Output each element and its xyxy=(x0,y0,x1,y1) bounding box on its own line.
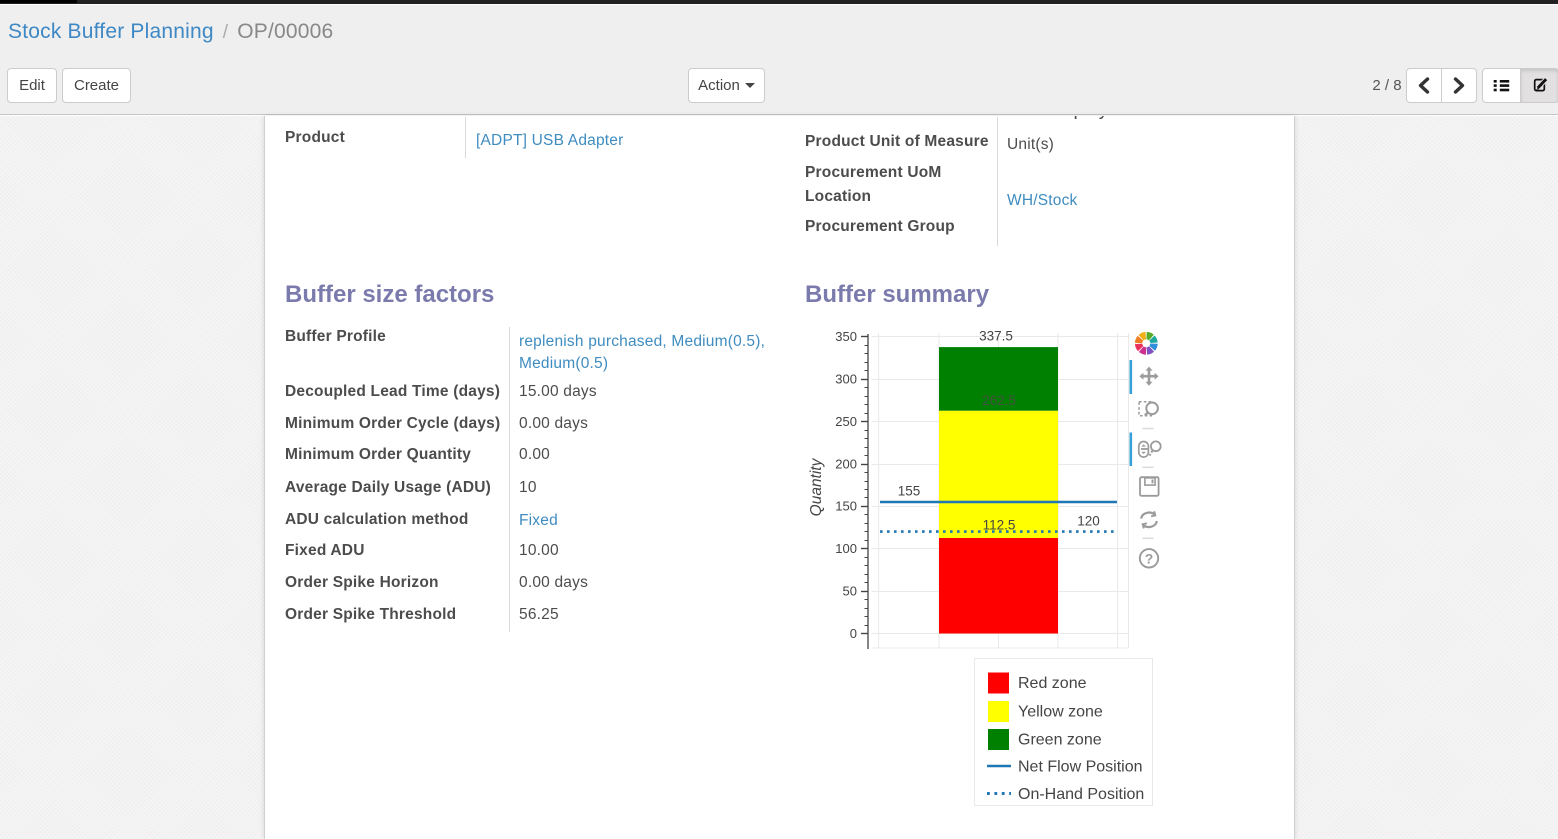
svg-text:250: 250 xyxy=(835,414,857,429)
svg-text:?: ? xyxy=(1145,550,1154,566)
svg-text:120: 120 xyxy=(1077,514,1100,529)
svg-text:150: 150 xyxy=(835,499,857,514)
svg-text:50: 50 xyxy=(843,584,857,599)
svg-text:337.5: 337.5 xyxy=(979,329,1013,344)
svg-text:300: 300 xyxy=(835,371,857,386)
svg-text:100: 100 xyxy=(835,541,857,556)
svg-text:Quantity: Quantity xyxy=(808,457,825,516)
svg-text:112.5: 112.5 xyxy=(983,518,1016,533)
svg-text:155: 155 xyxy=(898,484,921,499)
svg-text:200: 200 xyxy=(835,456,857,471)
svg-text:0: 0 xyxy=(850,626,857,641)
svg-text:350: 350 xyxy=(835,329,857,344)
svg-text:Net Flow Position: Net Flow Position xyxy=(1018,759,1143,776)
svg-text:Red zone: Red zone xyxy=(1018,675,1087,692)
svg-text:262.5: 262.5 xyxy=(982,393,1016,408)
svg-text:Yellow zone: Yellow zone xyxy=(1018,704,1103,721)
svg-text:On-Hand Position: On-Hand Position xyxy=(1018,786,1144,803)
svg-text:Green zone: Green zone xyxy=(1018,732,1102,749)
